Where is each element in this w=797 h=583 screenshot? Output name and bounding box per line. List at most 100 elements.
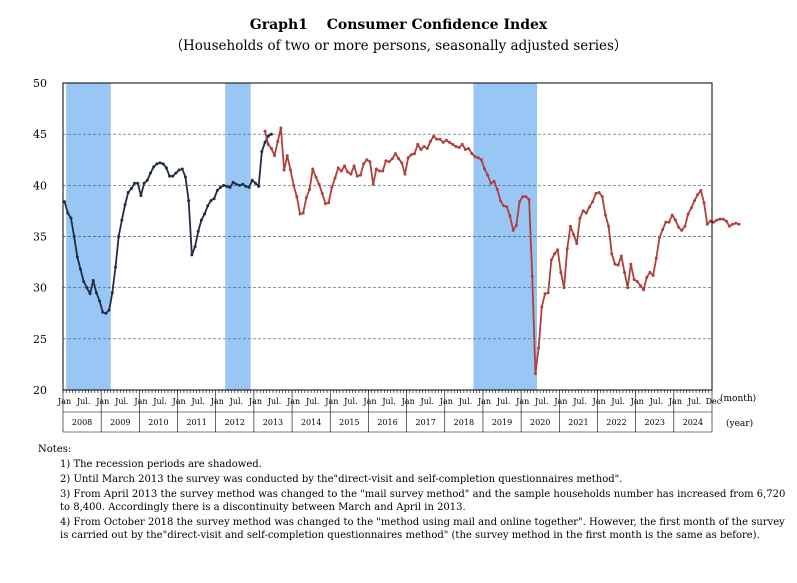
series-2-point [390, 157, 394, 161]
series-2-point [718, 217, 722, 221]
series-1-point [203, 212, 207, 216]
series-2-point [457, 145, 461, 149]
series-2-point [581, 209, 585, 213]
series-1-point [183, 175, 187, 179]
series-2-point [712, 220, 716, 224]
series-2-point [565, 247, 569, 251]
series-2-point [327, 201, 331, 205]
series-2-point [616, 263, 620, 267]
x-month-label: Jul. [267, 397, 281, 406]
series-2-point [505, 205, 509, 209]
series-2-point [731, 222, 735, 226]
series-2-point [295, 195, 299, 199]
series-1-point [218, 185, 222, 189]
chart-subtitle: （Households of two or more persons, seas… [169, 38, 628, 54]
series-1-point [247, 185, 251, 189]
series-1-point [158, 161, 162, 165]
series-1-point [82, 280, 86, 284]
series-1-point [253, 181, 257, 185]
series-2-point [527, 198, 531, 202]
x-month-label: Jan [477, 397, 491, 406]
x-month-label: Jan [630, 397, 644, 406]
series-2-point [387, 160, 391, 164]
x-year-label: 2020 [530, 418, 550, 427]
series-2-point [533, 372, 537, 376]
series-2-point [492, 179, 496, 183]
series-1-point [91, 279, 95, 283]
series-1-point [193, 245, 197, 249]
series-lines [63, 126, 741, 376]
series-2-point [670, 213, 674, 217]
series-2-point [333, 176, 337, 180]
x-year-label: 2024 [683, 418, 703, 427]
series-1-point [161, 162, 165, 166]
series-2-point [486, 173, 490, 177]
series-2-point [689, 206, 693, 210]
series-1-point [117, 235, 121, 238]
series-2-point [661, 227, 665, 231]
series-1-point [212, 197, 216, 201]
series-2-point [378, 169, 382, 173]
recession-bands [66, 83, 538, 390]
series-1-point [187, 199, 191, 203]
series-2-point [642, 288, 646, 292]
chart: 20 25 30 35 40 45 50 Jan Jul. 2008 Jan Jul. 2009 Jan J… [33, 77, 756, 433]
series-1-point [199, 218, 203, 222]
series-1-point [168, 174, 172, 178]
series-1-point [129, 186, 133, 190]
series-1-point [75, 255, 79, 259]
y-tick-label: 20 [33, 384, 47, 397]
series-2-point [648, 270, 652, 274]
series-2-point [403, 172, 407, 176]
series-2-point [699, 188, 703, 192]
series-2-point [298, 212, 302, 216]
notes: Notes: 1) The recession periods are shad… [38, 443, 788, 544]
series-2-point [623, 270, 627, 274]
series-2-point [463, 148, 467, 152]
series-2-point [683, 224, 687, 228]
series-1-point [234, 182, 238, 186]
series-2-point [521, 195, 525, 199]
series-2-point [508, 214, 512, 218]
x-year-label: 2022 [606, 418, 626, 427]
series-2-point [368, 160, 372, 164]
series-1-point [180, 167, 184, 171]
series-2-point [393, 152, 397, 156]
series-1-point [152, 165, 156, 169]
x-month-label: Jul. [649, 397, 663, 406]
x-year-label: 2009 [110, 418, 130, 427]
series-2-point [524, 195, 528, 199]
y-tick-label: 35 [33, 231, 47, 244]
series-2-point [495, 187, 499, 191]
series-1-point [148, 171, 152, 175]
series-2-point [600, 195, 604, 199]
note-1: 1) The recession periods are shadowed. [60, 459, 262, 470]
series-1-point [231, 180, 235, 184]
series-2-point [530, 274, 534, 278]
series-1-point [269, 132, 273, 136]
series-2-point [454, 144, 458, 148]
series-2-point [292, 183, 296, 187]
series-2-point [594, 192, 598, 196]
series-1-point [63, 200, 67, 204]
series-1-point [85, 286, 89, 290]
series-2-point [416, 142, 420, 146]
series-2-point [680, 228, 684, 232]
series-2-point [269, 146, 273, 150]
x-month-label: Jan [133, 397, 147, 406]
series-1-point [174, 171, 178, 175]
series-2-point [511, 228, 515, 232]
series-2-point [654, 256, 658, 260]
series-2-point [553, 252, 557, 256]
series-1-point [145, 178, 149, 182]
series-2-point [591, 200, 595, 204]
series-2-point [702, 201, 706, 205]
series-2-point [422, 144, 426, 148]
series-2-point [664, 220, 668, 224]
series-2-point [304, 196, 308, 200]
series-1-point [244, 184, 248, 188]
x-month-label: Jul. [381, 397, 395, 406]
series-2-point [451, 142, 455, 146]
x-year-label: 2014 [301, 418, 321, 427]
x-month-label: Jan [57, 397, 71, 406]
